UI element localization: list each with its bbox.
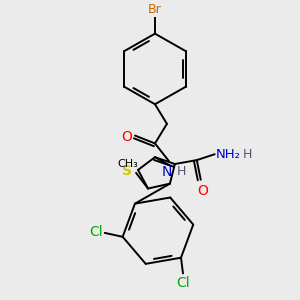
Text: Cl: Cl [176,276,190,290]
Text: O: O [121,130,132,144]
Text: Cl: Cl [89,225,103,239]
Text: O: O [197,184,208,198]
Text: Br: Br [148,3,162,16]
Text: NH₂: NH₂ [216,148,241,161]
Text: H: H [243,148,252,161]
Text: S: S [122,164,132,178]
Text: CH₃: CH₃ [117,159,138,169]
Text: N: N [162,165,172,179]
Text: H: H [177,165,186,178]
